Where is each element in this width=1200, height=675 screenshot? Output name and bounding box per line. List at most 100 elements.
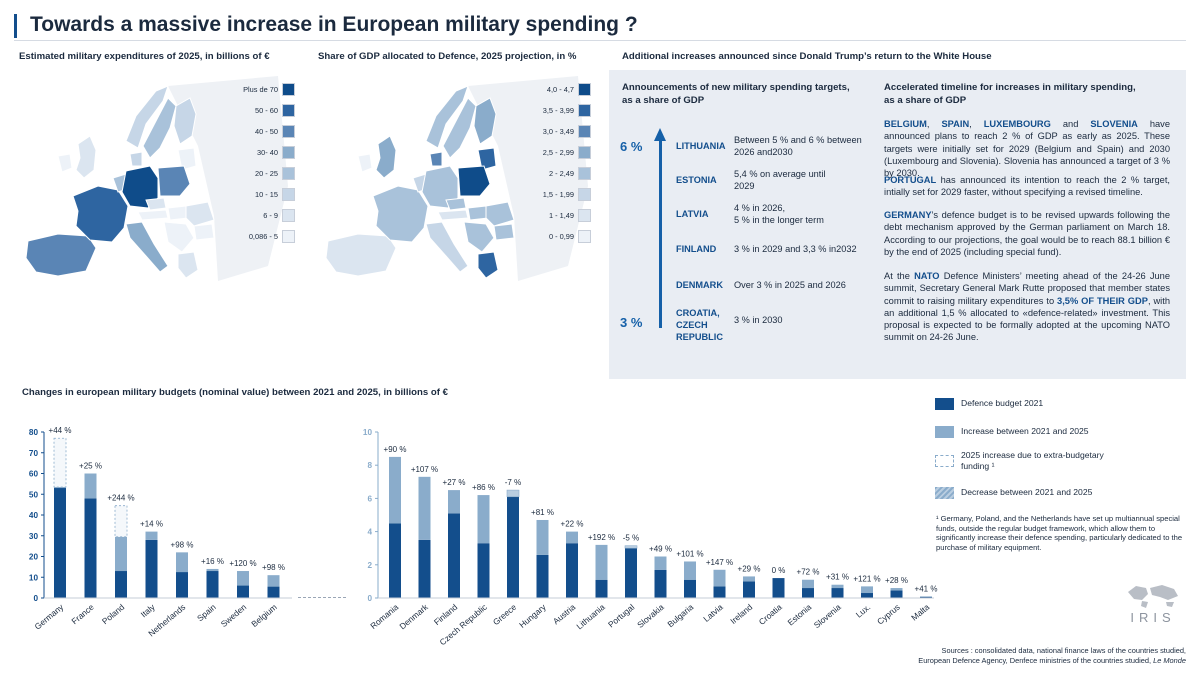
category-label: Austria <box>551 602 578 627</box>
map-region-italy <box>125 221 169 273</box>
legend-item: 1 - 1,49 <box>522 209 591 222</box>
bar-increase <box>890 588 903 591</box>
y-tick-label: 60 <box>29 470 39 479</box>
paragraph-text: ’s defence budget is to be revised upwar… <box>884 210 1170 257</box>
up-arrow-icon <box>654 128 666 141</box>
target-text-denmark: Over 3 % in 2025 and 2026 <box>734 280 846 290</box>
legend-label-line: funding ¹ <box>961 461 995 471</box>
paragraph-germany: GERMANY’s defence budget is to be revise… <box>884 209 1170 258</box>
target-country-finland: FINLAND <box>676 244 717 254</box>
legend-item-label: 10 - 15 <box>254 190 278 199</box>
title-accent-bar <box>14 14 17 38</box>
map-region-bulgaria <box>493 223 515 241</box>
y-tick-label: 10 <box>29 573 39 582</box>
bar-increase <box>145 531 158 540</box>
map-region-austria <box>137 209 169 221</box>
bar-defence-2021 <box>654 569 667 598</box>
legend-label: Decrease between 2021 and 2025 <box>961 487 1093 497</box>
paragraph-text: has announced its intention to reach the… <box>884 175 1170 198</box>
legend-item-label: 4,0 - 4,7 <box>546 85 574 94</box>
bar-data-label: +121 % <box>853 574 880 583</box>
legend-item: 2 - 2,49 <box>522 167 591 180</box>
bar-defence-2021 <box>206 571 219 598</box>
bar-data-label: +14 % <box>140 520 163 529</box>
bar-data-label: +101 % <box>676 549 703 558</box>
bar-data-label: +107 % <box>411 465 438 474</box>
map-region-norway <box>125 85 169 149</box>
legend-item-swatch <box>578 83 591 96</box>
bar-increase <box>595 544 608 580</box>
paragraph-text: have announced plans to reach 2 % of GDP… <box>884 119 1171 179</box>
legend-item-label: 50 - 60 <box>254 106 278 115</box>
category-label: Cyprus <box>875 602 902 627</box>
target-line: 2026 and2030 <box>734 147 793 157</box>
bar-data-label: +90 % <box>384 445 407 454</box>
bar-defence-2021 <box>145 539 158 598</box>
category-label: Denmark <box>397 601 430 631</box>
legend-item-swatch <box>578 167 591 180</box>
y-tick-label: 0 <box>33 594 38 603</box>
y-tick-label: 50 <box>29 490 39 499</box>
header-divider <box>14 40 1186 41</box>
y-tick-label: 40 <box>29 511 39 520</box>
announcements-panel <box>609 70 1186 379</box>
country-highlight: LUXEMBOURG <box>983 119 1051 129</box>
category-label: Poland <box>100 602 127 627</box>
country-highlight: BELGIUM <box>884 119 927 129</box>
paragraph-accelerated-timeline: BELGIUM, SPAIN, LUXEMBOURG and SLOVENIA … <box>884 118 1170 179</box>
legend-item: 30- 40 <box>226 146 295 159</box>
y-tick-label: 0 <box>367 594 372 603</box>
timeline-subtitle: Accelerated timeline for increases in mi… <box>884 81 1136 107</box>
legend-item-label: 3,0 - 3,49 <box>542 127 574 136</box>
legend-item-swatch <box>282 125 295 138</box>
globe-continent-shape <box>1150 585 1178 600</box>
category-label: Bulgaria <box>665 602 695 630</box>
bar-data-label: +28 % <box>885 576 908 585</box>
sources-line: European Defence Agency, Denfece ministr… <box>918 656 1186 666</box>
bar-defence-2021 <box>566 543 578 598</box>
bar-increase <box>861 586 873 594</box>
category-label: Romania <box>368 602 400 631</box>
category-label: Belgium <box>249 602 279 629</box>
iris-logo: IRIS <box>1128 585 1178 624</box>
legend-item-label: 2 - 2,49 <box>548 169 574 178</box>
map-region-greece <box>477 251 499 279</box>
map-region-italy <box>425 221 469 273</box>
bar-defence-2021 <box>802 588 814 598</box>
target-line: 4 % in 2026, <box>734 203 786 213</box>
legend-item-label: 30- 40 <box>257 148 278 157</box>
map-region-hungary <box>467 205 489 221</box>
bar-data-label: 0 % <box>772 566 786 575</box>
bar-data-label: +27 % <box>443 478 466 487</box>
bar-increase <box>654 556 667 570</box>
bar-defence-2021 <box>920 596 932 598</box>
map1-expenditure-map <box>18 66 288 286</box>
legend-item-swatch <box>578 209 591 222</box>
category-label: Spain <box>195 602 218 624</box>
legend-item-label: 1,5 - 1,99 <box>542 190 574 199</box>
gdp-target-highlight: 3,5% OF THEIR GDP <box>1057 295 1148 306</box>
bar-data-label: +31 % <box>826 573 849 582</box>
bar-data-label: +98 % <box>171 540 194 549</box>
target-text-estonia: 5,4 % on average until 2029 <box>734 168 825 192</box>
nato-highlight: NATO <box>914 271 940 281</box>
legend-item: 3,5 - 3,99 <box>522 104 591 117</box>
bar-data-label: +44 % <box>49 426 72 435</box>
timeline-subtitle-line1: Accelerated timeline for increases in mi… <box>884 82 1136 93</box>
map-region-poland <box>157 165 191 197</box>
map-region-balkans <box>463 221 495 253</box>
paragraph-nato: At the NATO Defence Ministers’ meeting a… <box>884 270 1170 344</box>
legend-item-label: Plus de 70 <box>243 85 278 94</box>
bar-defence-2021 <box>418 539 431 598</box>
map-region-poland <box>457 165 491 197</box>
legend-item: 4,0 - 4,7 <box>522 83 591 96</box>
bar-increase <box>389 456 401 524</box>
map-region-romania <box>485 201 515 227</box>
bar-defence-2021 <box>625 548 637 598</box>
map-region-sweden <box>442 97 477 159</box>
category-label: Slovakia <box>635 602 666 630</box>
bar-data-label: +86 % <box>472 483 495 492</box>
bar-data-label: +98 % <box>262 563 285 572</box>
bar-defence-2021 <box>772 578 785 598</box>
bar-defence-2021 <box>743 581 755 598</box>
